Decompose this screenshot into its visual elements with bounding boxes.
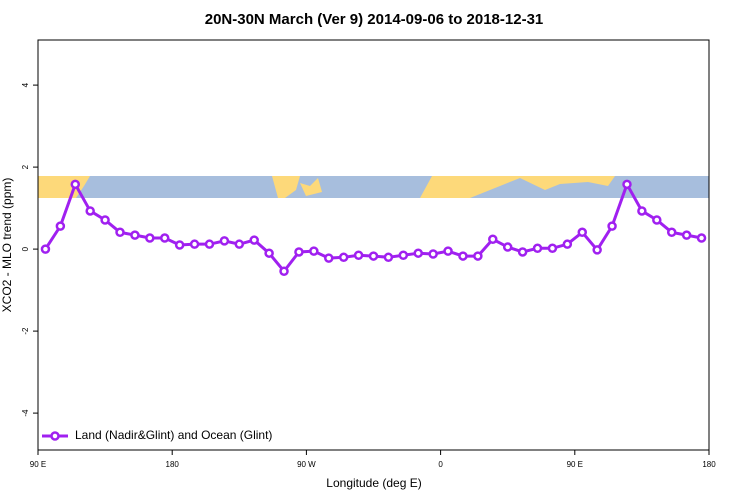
data-point [517, 247, 528, 257]
x-tick-label: 180 [702, 460, 716, 469]
data-point [368, 251, 379, 261]
land [420, 176, 615, 198]
data-point [562, 239, 573, 249]
data-point [532, 243, 543, 254]
data-point [353, 250, 364, 260]
data-point [383, 252, 394, 263]
chart-title: 20N-30N March (Ver 9) 2014-09-06 to 2018… [205, 11, 544, 28]
x-tick-label: 90 E [30, 460, 46, 469]
data-point [458, 251, 468, 261]
data-point [324, 253, 334, 263]
data-point [428, 249, 438, 259]
y-tick-label: 2 [21, 164, 30, 169]
y-tick-label: -4 [21, 409, 30, 417]
land [300, 178, 322, 196]
y-axis-label: XCO2 - MLO trend (ppm) [0, 178, 14, 313]
data-point [115, 227, 125, 238]
y-tick-label: -2 [21, 327, 30, 335]
data-point [488, 234, 498, 245]
data-point [696, 233, 707, 243]
data-point [279, 266, 289, 276]
data-point [473, 251, 483, 261]
data-point [607, 221, 617, 231]
data-point [70, 179, 81, 190]
x-tick-label: 90 W [297, 460, 316, 469]
x-tick-label: 90 E [567, 460, 583, 469]
data-point [294, 247, 304, 257]
data-point [577, 227, 588, 238]
data-point [309, 246, 319, 256]
data-point [55, 221, 66, 231]
legend-marker [50, 431, 60, 441]
data-point [637, 206, 647, 216]
plot-frame [37, 39, 710, 451]
x-tick-label: 0 [438, 460, 443, 469]
data-point [234, 239, 245, 249]
y-tick-label: 0 [21, 246, 30, 251]
data-point [592, 245, 602, 255]
y-tick-label: 4 [21, 82, 30, 87]
data-point [338, 252, 349, 263]
legend: Land (Nadir&Glint) and Ocean (Glint) [42, 428, 272, 442]
data-point [249, 235, 259, 245]
data-point [159, 233, 170, 243]
data-point [502, 242, 513, 252]
x-axis-label: Longitude (deg E) [326, 476, 421, 490]
x-tick-label: 180 [166, 460, 180, 469]
data-point [413, 248, 423, 258]
data-point [40, 244, 51, 254]
data-point [652, 215, 662, 225]
data-point [85, 206, 95, 216]
land [272, 176, 300, 198]
data-point [622, 179, 632, 190]
data-point [681, 230, 692, 240]
data-point [547, 243, 558, 254]
data-point [145, 233, 155, 243]
data-point [204, 239, 215, 249]
data-point [174, 240, 185, 250]
data-point [130, 230, 140, 240]
data-point [666, 227, 677, 238]
data-point [264, 248, 274, 258]
data-point [443, 246, 453, 256]
data-point [100, 215, 110, 225]
data-point [219, 236, 230, 246]
data-point [398, 250, 409, 260]
map-strip [38, 176, 709, 198]
legend-label: Land (Nadir&Glint) and Ocean (Glint) [75, 428, 272, 442]
data-point [189, 239, 200, 249]
